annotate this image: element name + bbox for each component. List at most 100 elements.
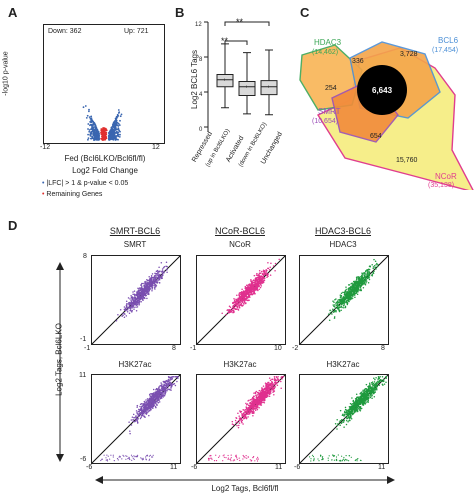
scatter-point <box>355 280 358 282</box>
scatter-point <box>372 267 374 270</box>
scatter-point <box>256 404 259 407</box>
scatter-point <box>343 307 345 309</box>
scatter-point <box>227 457 229 459</box>
scatter-point <box>369 396 372 399</box>
scatter-point <box>348 290 350 292</box>
scatter-point <box>337 301 339 303</box>
scatter-point <box>128 421 130 423</box>
scatter-point <box>142 288 144 290</box>
scatter-point <box>156 274 158 276</box>
scatter-point <box>333 316 336 318</box>
scatter-point <box>249 459 251 461</box>
scatter-point <box>234 301 236 303</box>
scatter-point <box>118 456 120 458</box>
scatter-point <box>171 384 173 386</box>
scatter-point <box>158 393 161 396</box>
scatter-point <box>127 306 129 309</box>
volcano-point <box>87 123 90 125</box>
scatter-point <box>125 315 128 317</box>
scatter-point <box>229 458 231 460</box>
scatter-point <box>130 454 133 456</box>
scatter-point <box>140 408 142 411</box>
scatter-point <box>146 283 148 285</box>
scatter-point <box>373 258 375 261</box>
volcano-point <box>102 128 105 131</box>
volcano-up-count: Up: 721 <box>124 28 149 35</box>
scatter-point <box>356 398 358 400</box>
scatter-point <box>385 376 387 378</box>
scatter-point <box>122 314 124 316</box>
venn-ncor-count: (35,138) <box>428 182 455 189</box>
scatter-point <box>158 396 160 398</box>
scatter-point <box>146 411 148 413</box>
scatter-point <box>138 408 140 411</box>
scatter-point <box>138 294 141 296</box>
scatter-point <box>243 301 246 303</box>
scatter-point <box>245 404 248 406</box>
scatter-point <box>138 411 141 413</box>
scatter-point <box>139 297 141 300</box>
volcano-point <box>94 126 96 128</box>
scatter-point <box>241 421 243 424</box>
scatter-point <box>373 265 376 267</box>
volcano-point <box>108 132 111 135</box>
volcano-point <box>88 130 91 133</box>
scatter-point <box>259 392 261 395</box>
box-body <box>260 80 278 96</box>
scatter-point <box>119 308 122 311</box>
scatter-point <box>363 274 366 276</box>
scatter-point <box>155 278 157 280</box>
scatter-point <box>169 378 172 380</box>
scatter-point <box>343 304 345 306</box>
scatter-point <box>356 278 358 281</box>
scatter-point <box>133 294 136 296</box>
scatter-point <box>235 422 237 424</box>
scatter-point <box>143 408 146 410</box>
scatter-point <box>358 409 361 411</box>
scatter-point <box>334 304 336 306</box>
scatter-point <box>145 280 147 283</box>
scatter-point <box>245 286 248 289</box>
scatter-r1c1 <box>91 255 181 345</box>
scatter-point <box>367 276 369 279</box>
scatter-point <box>131 305 134 307</box>
scatter-point <box>341 414 344 417</box>
scatter-point <box>258 407 260 409</box>
scatter-point <box>251 412 254 414</box>
scatter-point <box>223 454 225 456</box>
scatter-point <box>332 308 334 311</box>
scatter-point <box>263 395 265 397</box>
scatter-point <box>137 301 140 304</box>
volcano-point <box>89 134 92 137</box>
sig-star-1: ** <box>236 17 244 27</box>
scatter-point <box>381 376 384 378</box>
scatter-point <box>250 288 252 290</box>
scatter-point <box>238 298 241 300</box>
scatter-point <box>368 268 371 271</box>
scatter-point <box>246 293 248 296</box>
scatter-point <box>345 419 348 422</box>
scatter-point <box>154 398 157 400</box>
scatter-point <box>148 455 150 457</box>
scatter-point <box>374 260 377 263</box>
scatter-point <box>339 409 342 412</box>
scatter-point <box>164 391 167 393</box>
scatter-point <box>236 424 238 427</box>
scatter-point <box>163 390 166 392</box>
scatter-point <box>166 385 168 388</box>
scatter-point <box>271 378 273 381</box>
volcano-point <box>88 108 90 111</box>
scatter-r2c1-svg <box>92 375 180 463</box>
scatter-point <box>106 460 109 462</box>
scatter-point <box>125 455 127 457</box>
scatter-point <box>130 294 132 297</box>
scatter-point <box>348 295 351 297</box>
scatter-point <box>354 296 356 299</box>
scatter-point <box>236 421 239 423</box>
scatter-point <box>365 280 368 282</box>
volcano-point <box>111 132 114 135</box>
volcano-point <box>110 127 113 130</box>
scatter-point <box>245 408 248 410</box>
scatter-point <box>268 391 270 394</box>
scatter-point <box>174 384 177 387</box>
